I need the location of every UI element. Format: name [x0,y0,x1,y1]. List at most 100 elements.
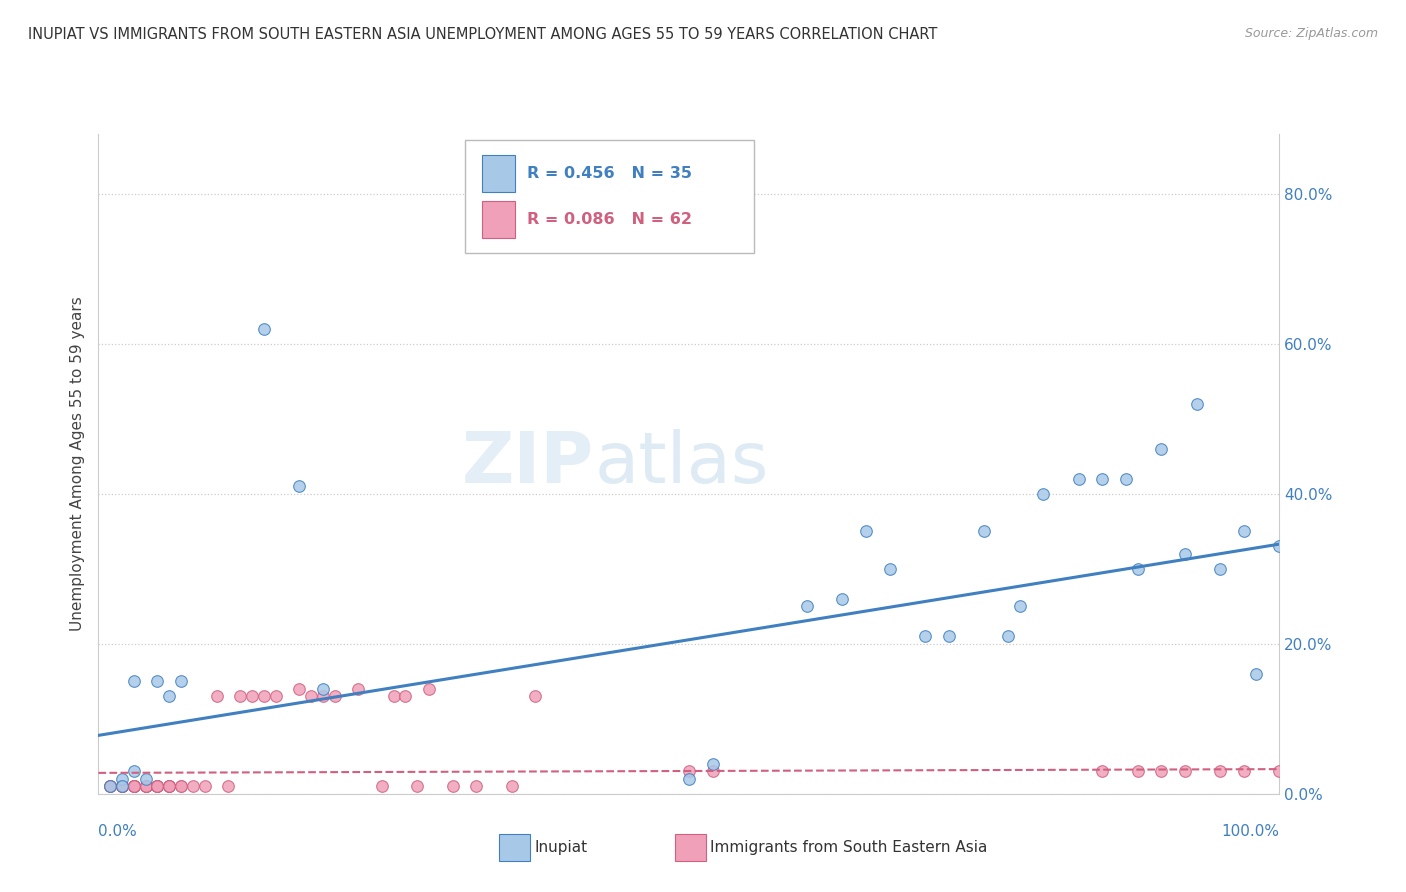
Text: Inupiat: Inupiat [534,840,588,855]
Point [170,780,193,794]
Point [122,780,145,794]
Point [205,690,228,704]
Point [855,524,877,539]
Point [135,772,157,786]
Point [394,690,416,704]
Point [111,780,134,794]
Point [146,780,169,794]
Point [702,756,724,771]
Point [122,780,145,794]
Point [157,780,180,794]
Point [111,780,134,794]
Point [831,591,853,606]
Point [146,674,169,689]
Point [796,599,818,614]
Point [194,780,217,794]
Point [1008,599,1031,614]
Point [441,780,464,794]
Point [1174,547,1197,561]
FancyBboxPatch shape [464,140,754,252]
Point [229,690,252,704]
Point [323,690,346,704]
Point [253,690,276,704]
Point [111,780,134,794]
Point [98,780,121,794]
Point [1091,472,1114,486]
Text: Immigrants from South Eastern Asia: Immigrants from South Eastern Asia [710,840,987,855]
Text: atlas: atlas [595,429,769,499]
Point [1233,524,1256,539]
Point [135,780,157,794]
Point [406,780,429,794]
Point [418,681,440,696]
FancyBboxPatch shape [482,155,516,192]
Point [122,780,145,794]
Point [135,780,157,794]
Point [524,690,547,704]
Point [111,780,134,794]
Point [702,764,724,779]
Point [678,764,700,779]
Point [382,690,405,704]
Point [1268,764,1291,779]
Point [678,772,700,786]
Point [264,690,287,704]
Point [1150,442,1173,456]
Point [1268,539,1291,553]
Text: R = 0.456   N = 35: R = 0.456 N = 35 [527,166,692,181]
Point [111,772,134,786]
Point [157,780,180,794]
Point [1150,764,1173,779]
Point [1185,397,1208,411]
Text: 100.0%: 100.0% [1222,824,1279,838]
Point [181,780,204,794]
Point [157,780,180,794]
Point [938,629,960,643]
Point [146,780,169,794]
Point [111,780,134,794]
Point [288,479,311,493]
Text: R = 0.086   N = 62: R = 0.086 N = 62 [527,212,692,227]
Point [170,674,193,689]
Point [1091,764,1114,779]
Point [170,780,193,794]
Point [914,629,936,643]
Text: INUPIAT VS IMMIGRANTS FROM SOUTH EASTERN ASIA UNEMPLOYMENT AMONG AGES 55 TO 59 Y: INUPIAT VS IMMIGRANTS FROM SOUTH EASTERN… [28,27,938,42]
Point [1126,562,1149,576]
Text: ZIP: ZIP [463,429,595,499]
Text: Source: ZipAtlas.com: Source: ZipAtlas.com [1244,27,1378,40]
Point [146,780,169,794]
Point [146,780,169,794]
Point [135,780,157,794]
Point [501,780,523,794]
Point [217,780,239,794]
Point [879,562,901,576]
Point [347,681,370,696]
Point [1209,562,1232,576]
Point [253,322,276,336]
Point [288,681,311,696]
Point [1209,764,1232,779]
Point [135,780,157,794]
Point [98,780,121,794]
Point [157,690,180,704]
Text: 0.0%: 0.0% [98,824,138,838]
Point [157,780,180,794]
Point [465,780,488,794]
Point [1233,764,1256,779]
Point [371,780,394,794]
Point [122,764,145,779]
Y-axis label: Unemployment Among Ages 55 to 59 years: Unemployment Among Ages 55 to 59 years [69,296,84,632]
Point [122,780,145,794]
FancyBboxPatch shape [482,202,516,238]
Point [122,780,145,794]
Point [122,780,145,794]
Point [973,524,995,539]
Point [146,780,169,794]
Point [1032,487,1054,501]
Point [98,780,121,794]
Point [1244,666,1267,681]
Point [312,681,335,696]
Point [312,690,335,704]
Point [135,780,157,794]
